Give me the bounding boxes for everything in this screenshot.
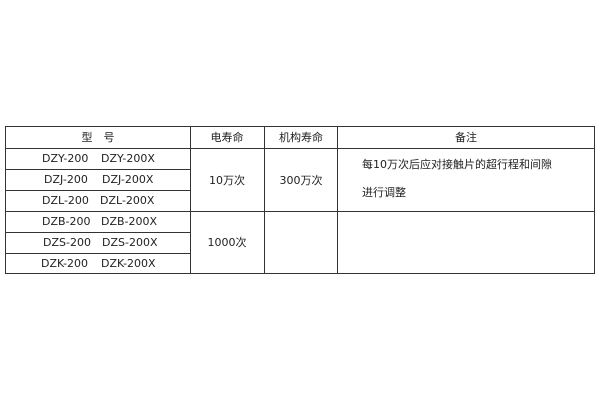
header-remarks: 备注 (455, 131, 477, 144)
electrical-life-cell: 10万次 (209, 174, 245, 187)
col-divider (337, 127, 338, 273)
col-divider (190, 127, 191, 273)
header-mechanical-life: 机构寿命 (279, 131, 323, 144)
model-cell: DZJ-200 (44, 173, 88, 186)
group-divider (6, 211, 594, 212)
remarks-line: 进行调整 (362, 186, 406, 199)
header-divider (6, 148, 594, 149)
model-cell: DZJ-200X (102, 173, 154, 186)
electrical-life-cell: 1000次 (207, 236, 247, 249)
row-divider (6, 232, 190, 233)
model-cell: DZK-200X (101, 257, 156, 270)
remarks-line: 每10万次后应对接触片的超行程和间隙 (362, 158, 552, 171)
col-divider (264, 127, 265, 273)
model-cell: DZS-200X (102, 236, 158, 249)
model-cell: DZY-200 (42, 152, 89, 165)
model-cell: DZB-200 (42, 215, 91, 228)
row-divider (6, 190, 190, 191)
model-cell: DZL-200X (100, 194, 155, 207)
model-cell: DZY-200X (101, 152, 155, 165)
header-electrical-life: 电寿命 (210, 131, 244, 144)
model-cell: DZK-200 (41, 257, 89, 270)
model-cell: DZB-200X (101, 215, 158, 228)
row-divider (6, 253, 190, 254)
header-model: 型 号 (81, 131, 115, 144)
specs-table: 型 号 电寿命 机构寿命 备注 DZY-200 DZY-200X DZJ-200… (5, 126, 595, 274)
row-divider (6, 169, 190, 170)
model-cell: DZL-200 (42, 194, 89, 207)
model-cell: DZS-200 (43, 236, 91, 249)
mechanical-life-cell: 300万次 (279, 174, 323, 187)
